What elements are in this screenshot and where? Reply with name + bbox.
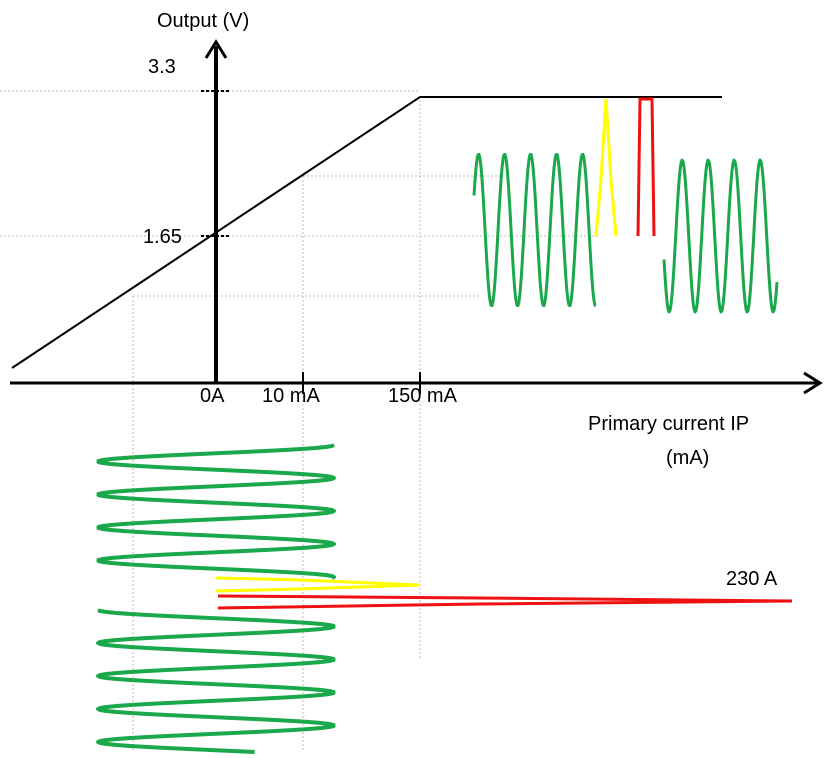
input-waveform	[96, 443, 793, 754]
input-spike-small	[215, 576, 421, 593]
input-spike-large	[217, 594, 793, 610]
input-sine-before	[96, 443, 336, 580]
x-axis-title-line1: Primary current IP	[588, 413, 749, 435]
output-sine-after	[662, 158, 779, 314]
output-spike-small	[594, 98, 618, 237]
y-axis-title: Output (V)	[157, 10, 249, 32]
peak-current-label: 230 A	[726, 568, 778, 590]
y-tick-label-1v65: 1.65	[143, 226, 182, 248]
output-spike-large	[636, 97, 656, 237]
transfer-curve	[11, 96, 722, 369]
x-axis-arrow-icon	[803, 371, 823, 395]
x-tick-label-0a: 0A	[200, 385, 225, 407]
y-axis-arrow-icon	[204, 39, 228, 59]
output-sine-before	[472, 152, 597, 308]
x-axis-title-line2: (mA)	[666, 447, 709, 469]
x-tick-label-150ma: 150 mA	[388, 385, 458, 407]
dotted-guides	[0, 90, 600, 750]
y-tick-label-3v3: 3.3	[148, 56, 176, 78]
output-waveform	[472, 97, 779, 314]
input-sine-after	[96, 608, 336, 754]
x-tick-label-10ma: 10 mA	[262, 385, 320, 407]
